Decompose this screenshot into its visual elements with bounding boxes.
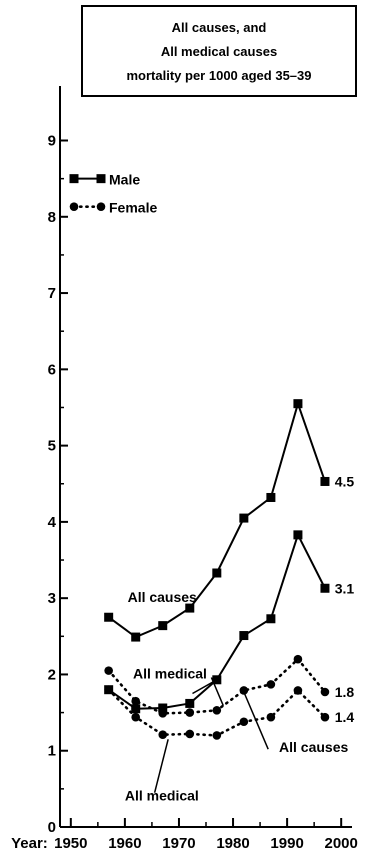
data-point-female_medical bbox=[185, 729, 195, 739]
series-male_medical bbox=[104, 530, 330, 714]
end-value-label: 3.1 bbox=[335, 580, 355, 596]
legend-marker bbox=[96, 174, 106, 184]
title-box: All causes, and All medical causes morta… bbox=[81, 5, 357, 97]
data-point-female_all bbox=[158, 709, 168, 718]
annotation-layer: All causes All medical All causes All medic… bbox=[125, 473, 354, 803]
data-point-female_medical bbox=[104, 685, 113, 695]
axes: 0 1 2 3 4 5 6 7 8 9 1950 1960 1970 1980 1990 2000 Year: bbox=[11, 86, 358, 852]
x-tick-label: 1980 bbox=[216, 835, 249, 852]
data-point-male_all bbox=[212, 568, 222, 578]
annotation-leader bbox=[210, 677, 224, 707]
y-tick-label: 1 bbox=[48, 743, 56, 760]
x-tick-label: 2000 bbox=[324, 835, 357, 852]
series-female_all bbox=[104, 654, 330, 718]
data-point-female_medical bbox=[158, 730, 168, 740]
data-point-female_all bbox=[185, 708, 195, 717]
data-point-male_all bbox=[158, 621, 168, 631]
x-axis-prefix: Year: bbox=[11, 835, 48, 852]
data-point-male_medical bbox=[158, 703, 168, 713]
y-tick-label: 6 bbox=[48, 361, 56, 378]
data-point-male_all bbox=[104, 612, 114, 622]
annotation-leader bbox=[243, 691, 269, 750]
legend-marker bbox=[96, 202, 106, 211]
data-point-female_all bbox=[320, 687, 330, 697]
legend-marker bbox=[69, 174, 79, 184]
data-point-male_medical bbox=[131, 704, 141, 714]
data-point-male_all bbox=[266, 492, 276, 502]
y-tick-label: 9 bbox=[48, 133, 56, 150]
y-tick-label: 8 bbox=[48, 209, 56, 226]
annotation-label: All causes bbox=[128, 589, 197, 605]
data-point-male_all bbox=[239, 513, 249, 523]
data-point-female_medical bbox=[320, 712, 330, 722]
legend: Male Female bbox=[69, 172, 157, 216]
y-tick-label: 3 bbox=[48, 590, 56, 607]
x-tick-label: 1960 bbox=[108, 835, 141, 852]
series-female_medical bbox=[104, 685, 330, 740]
y-tick-label: 2 bbox=[48, 666, 56, 683]
data-point-female_medical bbox=[131, 712, 141, 722]
data-point-male_medical bbox=[320, 583, 330, 593]
y-tick-label: 4 bbox=[48, 514, 57, 531]
data-point-male_medical bbox=[266, 614, 276, 624]
data-point-female_all bbox=[104, 666, 113, 675]
title-line-2: All medical causes bbox=[161, 44, 277, 59]
data-point-female_medical bbox=[239, 717, 249, 727]
x-tick-label: 1950 bbox=[54, 835, 87, 852]
x-tick-label: 1970 bbox=[162, 835, 195, 852]
data-point-female_all bbox=[131, 696, 141, 706]
end-value-label: 1.4 bbox=[335, 709, 355, 725]
title-line-1: All causes, and bbox=[172, 20, 267, 35]
y-tick-label: 7 bbox=[48, 285, 56, 302]
data-point-male_medical bbox=[185, 698, 195, 708]
data-point-male_medical bbox=[293, 530, 303, 540]
data-point-female_medical bbox=[266, 712, 276, 722]
annotation-label: All medical bbox=[133, 665, 207, 681]
y-tick-label: 5 bbox=[48, 438, 56, 455]
legend-marker bbox=[69, 202, 79, 211]
annotation-label: All medical bbox=[125, 787, 199, 803]
data-point-female_medical bbox=[293, 686, 303, 695]
data-point-male_all bbox=[320, 476, 330, 486]
annotation-label: All causes bbox=[279, 739, 348, 755]
data-point-female_all bbox=[212, 705, 222, 715]
end-value-label: 4.5 bbox=[335, 473, 355, 489]
data-point-male_all bbox=[293, 399, 303, 409]
title-line-3: mortality per 1000 aged 35–39 bbox=[127, 68, 312, 83]
y-tick-label: 0 bbox=[48, 819, 56, 836]
data-point-male_all bbox=[185, 603, 195, 613]
x-tick-label: 1990 bbox=[270, 835, 303, 852]
data-point-female_medical bbox=[212, 731, 222, 740]
legend-label: Female bbox=[109, 200, 157, 216]
data-point-female_all bbox=[239, 686, 249, 695]
legend-label: Male bbox=[109, 172, 140, 188]
data-point-male_medical bbox=[239, 631, 249, 641]
end-value-label: 1.8 bbox=[335, 684, 355, 700]
series-male_all bbox=[104, 399, 330, 642]
title-frame bbox=[81, 5, 357, 97]
data-point-female_all bbox=[293, 654, 303, 664]
data-point-male_all bbox=[131, 632, 141, 642]
annotation-leader bbox=[153, 739, 169, 793]
data-point-female_all bbox=[266, 680, 276, 689]
